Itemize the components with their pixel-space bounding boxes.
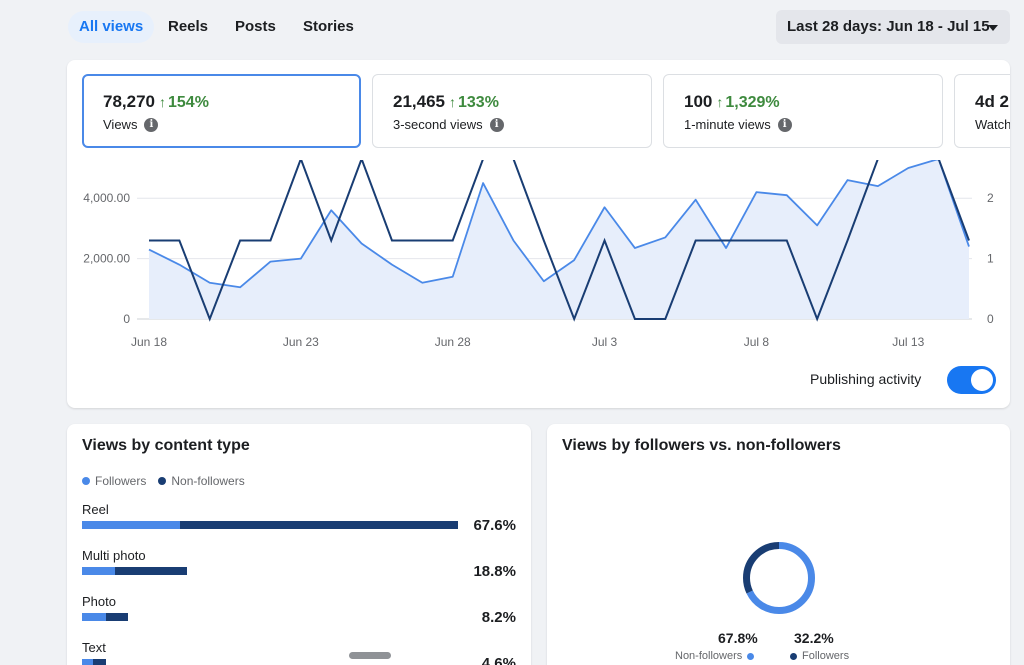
non-followers-pct: 67.8% (718, 630, 758, 646)
x-tick-label: Jun 23 (283, 335, 319, 349)
followers-segment (82, 567, 116, 575)
legend-label: Followers (802, 650, 850, 662)
metric-value: 100 (684, 92, 713, 111)
non-followers-dot-icon (747, 652, 755, 660)
arrow-up-icon: ↑ (159, 94, 166, 110)
non-followers-segment (93, 659, 107, 665)
views-area-fill (149, 160, 969, 319)
chart-legend: Followers Non-followers (82, 474, 257, 488)
date-range-dropdown[interactable]: Last 28 days: Jun 18 - Jul 15 (776, 10, 1010, 44)
donut-followers-slice (743, 542, 815, 614)
content-type-label: Multi photo (82, 548, 146, 563)
content-type-bar (82, 567, 187, 575)
x-tick-label: Jul 13 (892, 335, 924, 349)
y-tick-label-left: 0 (123, 312, 130, 326)
card-title: Views by followers vs. non-followers (562, 437, 841, 454)
tab-all-views[interactable]: All views (68, 11, 155, 43)
content-type-row: Photo 8.2% (82, 594, 518, 634)
non-followers-legend: Non-followers (675, 650, 759, 662)
card-title: Views by content type (82, 437, 250, 454)
followers-segment (82, 659, 94, 665)
followers-dot-icon (790, 652, 797, 660)
followers-dot-icon (82, 477, 90, 485)
y-tick-label-right: 1 (987, 252, 994, 266)
views-line-chart: 0 2,000.00 4,000.00 0 1 2 Jun 18 Jun 23 Jun 28 Ju… (83, 160, 994, 349)
metric-label: 3-second views (393, 117, 483, 132)
metric-change: 154% (168, 94, 209, 111)
metric-change: 133% (458, 94, 499, 111)
non-followers-dot-icon (158, 477, 167, 485)
x-tick-label: Jun 18 (131, 335, 167, 349)
legend-non-followers: Non-followers (158, 474, 245, 488)
metric-change: 1,329% (725, 94, 780, 111)
tab-posts[interactable]: Posts (235, 18, 276, 35)
followers-segment (82, 613, 106, 621)
scroll-handle[interactable] (349, 652, 391, 659)
metric-card-views[interactable]: 78,270 ↑ 154% Views i (82, 74, 361, 148)
publishing-activity-line (149, 160, 970, 322)
followers-legend: Followers (790, 650, 849, 662)
followers-segment (82, 521, 180, 529)
non-followers-segment (115, 567, 187, 575)
content-type-row: Reel 67.6% (82, 502, 518, 542)
y-tick-label-right: 0 (987, 312, 994, 326)
content-type-label: Text (82, 640, 106, 655)
content-type-row: Multi photo 18.8% (82, 548, 518, 588)
date-range-label: Last 28 days: Jun 18 - Jul 15 (787, 18, 990, 35)
content-type-label: Reel (82, 502, 109, 517)
legend-followers: Followers (82, 474, 146, 488)
info-icon[interactable]: i (144, 117, 159, 132)
content-type-pct: 8.2% (481, 609, 516, 626)
metric-label: Views (103, 117, 138, 132)
x-tick-label: Jun 28 (435, 335, 471, 349)
info-icon[interactable]: i (777, 117, 792, 132)
content-type-bar (82, 521, 458, 529)
x-tick-label: Jul 8 (744, 335, 770, 349)
views-series-line (148, 160, 970, 289)
top-nav: All views Reels Posts Stories Last 28 da… (0, 0, 1024, 56)
content-type-pct: 4.6% (481, 655, 516, 665)
metric-label: Watch time (975, 117, 1010, 132)
x-tick-label: Jul 3 (592, 335, 618, 349)
info-icon[interactable]: i (489, 117, 504, 132)
views-by-content-type-card: Views by content type Followers Non-foll… (67, 424, 531, 665)
metric-value: 21,465 (393, 92, 445, 111)
metric-card-watch-time[interactable]: 4d 2h Watch time (954, 74, 1010, 148)
caret-down-icon (988, 25, 998, 31)
followers-pct: 32.2% (794, 630, 834, 646)
metric-value: 4d 2h (975, 92, 1010, 111)
non-followers-segment (179, 521, 458, 529)
content-type-bar (82, 613, 128, 621)
content-type-label: Photo (82, 594, 116, 609)
followers-donut-chart (743, 542, 815, 614)
content-type-row: Text 4.6% (82, 640, 518, 665)
y-tick-label-right: 2 (987, 191, 994, 205)
non-followers-segment (105, 613, 128, 621)
toggle-knob (971, 369, 993, 391)
tab-stories[interactable]: Stories (303, 18, 354, 35)
content-type-pct: 18.8% (473, 563, 516, 580)
y-tick-label-left: 2,000.00 (83, 252, 130, 266)
views-overview-card: 78,270 ↑ 154% Views i 21,465 ↑ 133% 3-second… (67, 60, 1010, 408)
publishing-activity-toggle[interactable] (947, 366, 996, 394)
arrow-up-icon: ↑ (449, 94, 456, 110)
tab-reels[interactable]: Reels (168, 18, 209, 35)
y-tick-label-left: 4,000.00 (83, 191, 130, 205)
content-type-bar (82, 659, 107, 665)
legend-label: Non-followers (171, 474, 245, 488)
publishing-activity-label: Publishing activity (810, 371, 922, 387)
metric-card-1-minute-views[interactable]: 100 ↑ 1,329% 1-minute views i (663, 74, 943, 148)
content-type-pct: 67.6% (473, 517, 516, 534)
legend-label: Non-followers (675, 650, 743, 662)
metric-label: 1-minute views (684, 117, 771, 132)
arrow-up-icon: ↑ (716, 94, 724, 110)
metric-card-3-second-views[interactable]: 21,465 ↑ 133% 3-second views i (372, 74, 652, 148)
legend-label: Followers (95, 474, 147, 488)
views-by-followers-card: Views by followers vs. non-followers 67.… (547, 424, 1010, 665)
metric-value: 78,270 (103, 92, 155, 111)
